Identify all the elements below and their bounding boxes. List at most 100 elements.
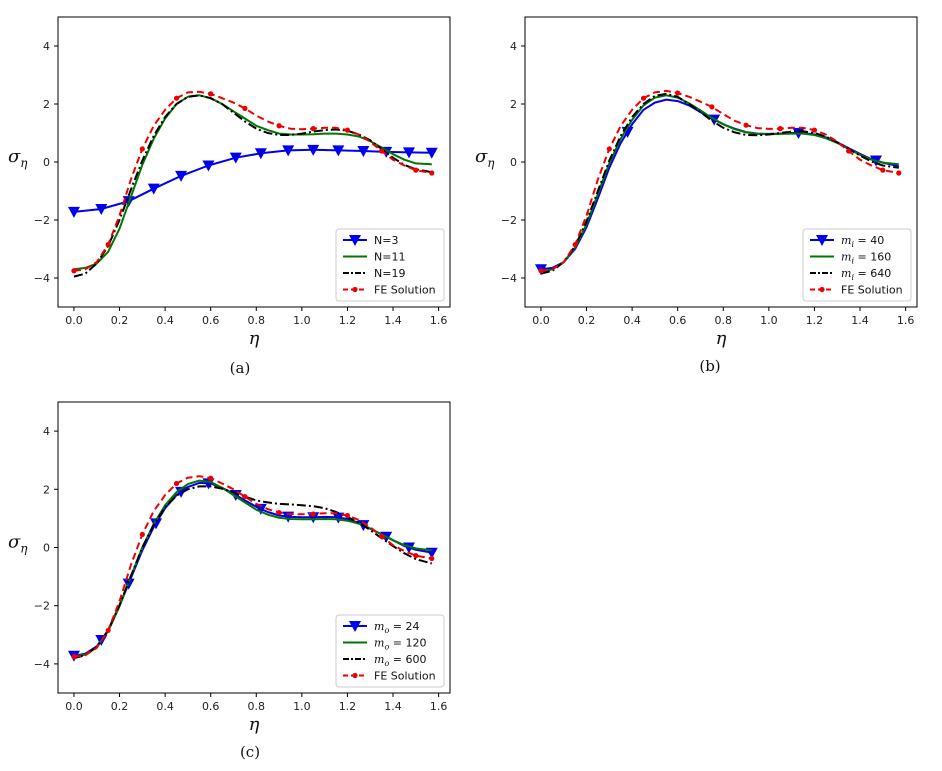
legend-box bbox=[335, 228, 445, 302]
x-tick-label: 0.6 bbox=[202, 700, 220, 713]
data-point-marker bbox=[276, 509, 282, 516]
y-tick-label: −2 bbox=[34, 214, 50, 227]
data-point-marker bbox=[606, 146, 612, 152]
legend-box bbox=[802, 228, 912, 302]
legend: N=3 N=11 N=19 FE Solution bbox=[335, 228, 445, 302]
data-point-marker bbox=[208, 91, 214, 97]
data-point-marker bbox=[413, 553, 419, 559]
data-point-marker bbox=[139, 531, 145, 538]
series-line-mo600 bbox=[73, 485, 433, 660]
data-point-marker bbox=[429, 555, 435, 562]
data-point-marker bbox=[139, 146, 145, 152]
y-tick-label: 2 bbox=[43, 483, 50, 496]
data-point-marker bbox=[71, 654, 77, 660]
series-line-fe-solution bbox=[73, 90, 432, 272]
data-point-marker bbox=[538, 268, 544, 274]
x-tick-label: 0.8 bbox=[715, 314, 733, 327]
data-point-marker bbox=[95, 203, 108, 215]
y-tick-label: −2 bbox=[34, 600, 50, 613]
data-point-marker bbox=[777, 126, 783, 132]
legend-label: mo = 24 bbox=[374, 620, 419, 635]
y-axis-label: ση bbox=[475, 146, 495, 170]
legend-marker bbox=[349, 235, 361, 246]
x-tick-label: 1.4 bbox=[384, 314, 402, 327]
legend-box bbox=[335, 614, 445, 688]
data-point-marker bbox=[175, 486, 188, 498]
x-tick-label: 0.4 bbox=[623, 314, 641, 327]
data-point-marker bbox=[105, 242, 111, 248]
data-point-marker bbox=[357, 145, 370, 157]
x-tick-label: 0.8 bbox=[248, 314, 266, 327]
data-point-marker bbox=[846, 148, 852, 154]
data-point-marker bbox=[67, 206, 80, 218]
x-tick-label: 1.6 bbox=[430, 314, 448, 327]
x-axis-label: η bbox=[249, 714, 260, 735]
x-tick-label: 0.6 bbox=[202, 314, 220, 327]
y-tick-label: 0 bbox=[43, 542, 50, 555]
data-point-marker bbox=[425, 147, 438, 159]
series-line-fe-solution bbox=[540, 89, 899, 272]
data-point-marker bbox=[173, 95, 180, 101]
data-point-marker bbox=[413, 167, 419, 173]
x-tick-label: 0.0 bbox=[65, 700, 83, 713]
y-tick-label: 0 bbox=[510, 156, 517, 169]
panel-caption: (a) bbox=[230, 359, 251, 377]
data-point-marker bbox=[173, 480, 180, 487]
data-point-marker bbox=[379, 533, 385, 540]
x-axis-label: η bbox=[249, 328, 260, 349]
x-tick-label: 0.8 bbox=[248, 700, 266, 713]
x-tick-label: 0.0 bbox=[65, 314, 83, 327]
y-tick-label: −4 bbox=[34, 658, 50, 671]
y-tick-label: 4 bbox=[43, 425, 50, 438]
legend-label: N=19 bbox=[374, 267, 405, 280]
x-tick-label: 1.2 bbox=[806, 314, 824, 327]
legend-label: FE Solution bbox=[374, 284, 436, 297]
x-tick-label: 0.6 bbox=[669, 314, 687, 327]
x-tick-label: 1.6 bbox=[897, 314, 915, 327]
plot-area bbox=[534, 89, 902, 276]
panel-a: 0.0 0.2 0.4 0.6 0.8 1.0 1.2 1.4 1.6−4−2024ηση(a)… bbox=[8, 16, 451, 377]
data-point-marker bbox=[276, 123, 282, 129]
y-axis-label-subscript: η bbox=[487, 156, 495, 170]
data-point-marker bbox=[402, 147, 415, 159]
data-point-marker bbox=[150, 518, 162, 530]
legend-label: N=11 bbox=[374, 251, 405, 264]
y-tick-label: −4 bbox=[34, 272, 50, 285]
y-axis-label-subscript: η bbox=[20, 542, 28, 556]
data-point-marker bbox=[743, 122, 749, 128]
data-point-marker bbox=[254, 148, 267, 160]
y-tick-label: −4 bbox=[501, 272, 517, 285]
data-point-marker bbox=[675, 90, 681, 96]
x-tick-label: 0.2 bbox=[578, 314, 596, 327]
y-tick-label: 4 bbox=[510, 40, 517, 53]
data-point-marker bbox=[71, 268, 77, 274]
panel-c: 0.0 0.2 0.4 0.6 0.8 1.0 1.2 1.4 1.6−4−2024ηση(c)… bbox=[8, 401, 451, 761]
data-point-marker bbox=[242, 493, 248, 500]
plot-area bbox=[67, 475, 438, 662]
data-point-marker bbox=[896, 170, 902, 176]
plot-area bbox=[67, 90, 438, 278]
y-axis-label-subscript: η bbox=[20, 156, 28, 170]
data-point-marker bbox=[811, 127, 818, 133]
data-point-marker bbox=[310, 511, 316, 517]
legend-marker bbox=[352, 672, 358, 679]
legend-label: FE Solution bbox=[841, 284, 903, 297]
x-tick-label: 1.4 bbox=[851, 314, 869, 327]
y-axis-label: ση bbox=[8, 146, 28, 170]
data-point-marker bbox=[572, 242, 578, 248]
x-tick-label: 0.0 bbox=[532, 314, 550, 327]
x-tick-label: 0.4 bbox=[156, 700, 174, 713]
data-point-marker bbox=[229, 152, 242, 164]
x-tick-label: 1.0 bbox=[293, 314, 311, 327]
data-point-marker bbox=[105, 627, 111, 634]
data-point-marker bbox=[379, 148, 385, 154]
data-point-marker bbox=[208, 475, 214, 481]
legend-marker bbox=[352, 286, 358, 293]
panel-b: 0.0 0.2 0.4 0.6 0.8 1.0 1.2 1.4 1.6−4−2024ηση(b)… bbox=[475, 16, 918, 375]
x-tick-label: 0.4 bbox=[156, 314, 174, 327]
y-tick-label: 2 bbox=[43, 98, 50, 111]
data-point-marker bbox=[344, 127, 351, 133]
data-point-marker bbox=[242, 105, 248, 111]
